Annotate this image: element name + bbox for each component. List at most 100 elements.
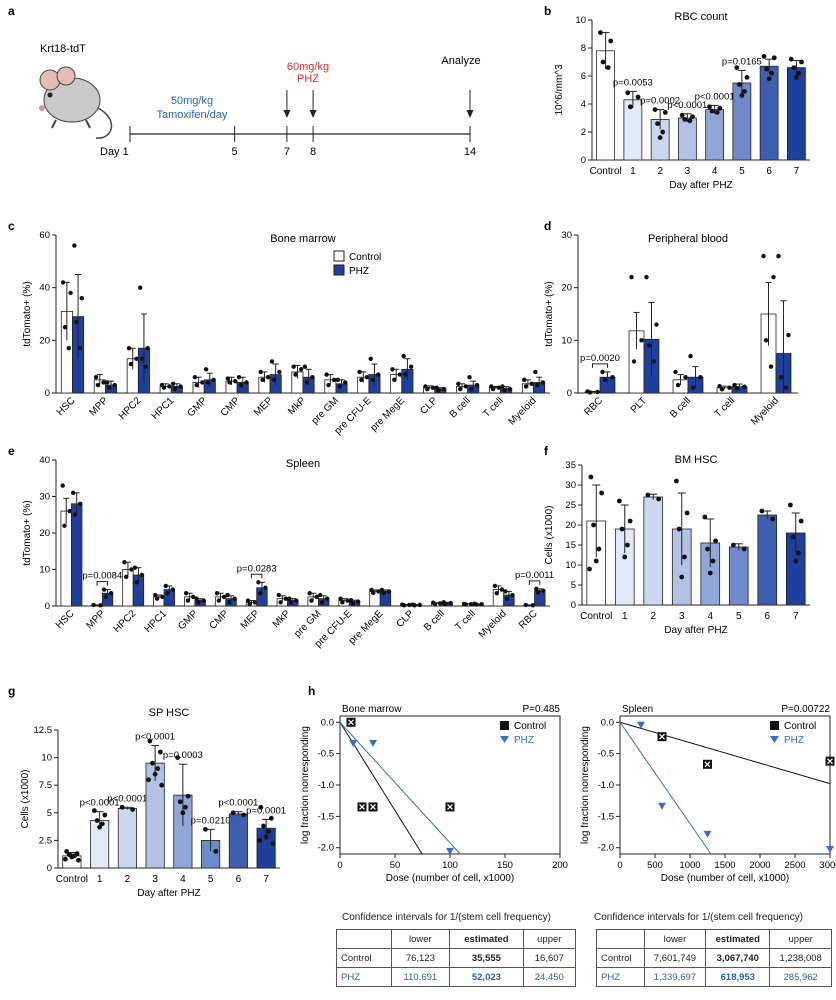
significance-bracket [592, 363, 608, 368]
ci-cell: Control [596, 948, 645, 968]
x-tick-label: MEP [239, 608, 262, 631]
data-point [523, 602, 529, 608]
x-tick-label: 2 [125, 874, 131, 885]
data-point [595, 389, 600, 395]
y-tick-label: 0 [567, 388, 572, 399]
data-point [443, 601, 448, 607]
x-tick-label: HPC2 [117, 395, 144, 422]
data-point [770, 516, 776, 522]
data-point [278, 600, 283, 605]
data-point [654, 322, 659, 327]
x-tick-label: 1 [622, 611, 628, 622]
data-point [529, 381, 534, 386]
p-value-label: p<0.0001 [667, 100, 707, 111]
data-point [335, 377, 340, 383]
data-point [796, 550, 801, 556]
data-point [390, 367, 395, 372]
data-point [492, 583, 498, 589]
x-tick-label: pre MegE [368, 395, 407, 434]
data-point [796, 70, 802, 76]
ci-table-spleen: lower estimated upper Control 7,601,749 … [596, 929, 832, 987]
data-point [97, 824, 103, 830]
y-tick-label: 40 [39, 283, 50, 294]
data-point [759, 508, 765, 514]
x-tick-label: CMP [207, 608, 231, 632]
data-point [245, 598, 251, 603]
x-tick-label: T cell [713, 395, 738, 420]
data-point [302, 364, 308, 369]
panel-label-g: g [8, 684, 15, 698]
p-value-label: p=0.0283 [237, 563, 277, 574]
data-point [276, 592, 282, 598]
data-point [146, 777, 151, 783]
data-point [102, 812, 108, 818]
data-point [68, 290, 73, 296]
legend-swatch [500, 736, 509, 743]
data-point [639, 338, 644, 343]
data-point [244, 380, 249, 385]
data-point [368, 356, 373, 361]
analyze-label: Analyze [441, 55, 480, 67]
data-point [635, 94, 641, 100]
p-value-label: p=0.0001 [246, 805, 286, 816]
data-point [258, 804, 264, 810]
data-point [742, 384, 747, 389]
data-point [502, 388, 507, 393]
data-point [646, 343, 652, 348]
significance-bracket [250, 573, 263, 579]
phz-marker [446, 847, 454, 855]
data-point [314, 594, 319, 600]
data-point [70, 490, 76, 496]
y-tick-label: 5 [571, 580, 576, 591]
control-marker-cross [447, 804, 453, 810]
y-tick-label: 15 [565, 540, 576, 551]
data-point [307, 591, 312, 596]
data-point [627, 518, 633, 524]
data-point [510, 592, 515, 598]
control-fit-line [619, 721, 831, 785]
y-axis-title: tdTomato+ (%) [544, 281, 555, 346]
data-point [167, 384, 172, 389]
data-point [192, 375, 198, 380]
data-point [177, 799, 183, 805]
y-tick-label: 5 [47, 808, 52, 819]
ci-cell: 1,238,008 [769, 948, 832, 968]
data-point [408, 364, 414, 369]
x-axis-title: Dose (number of cell, x1000) [661, 873, 789, 884]
x-tick-label: 7 [794, 166, 800, 177]
data-point [469, 386, 474, 392]
data-point [631, 359, 637, 364]
data-point [500, 384, 505, 389]
data-point [392, 377, 397, 383]
data-point [357, 369, 362, 375]
data-point [790, 534, 796, 540]
data-point [132, 565, 138, 570]
data-point [456, 381, 461, 386]
data-point [401, 603, 407, 608]
panel-label-e: e [8, 444, 15, 458]
y-tick-label: 0 [45, 601, 50, 612]
data-point [343, 380, 348, 385]
data-point [675, 382, 681, 388]
data-point [331, 377, 337, 383]
panel-f-bm-hsc: f BM HSC 0 5 10 15 20 25 30 35 Control 1 2 3 4 5 6 7 Day a… [544, 444, 810, 636]
data-point [355, 599, 361, 604]
y-tick-label: 6 [581, 71, 586, 82]
x-tick-label: 4 [180, 874, 186, 885]
data-point [541, 588, 546, 593]
data-point [62, 324, 68, 330]
y-tick-label: 20 [39, 528, 50, 539]
data-point [533, 369, 538, 375]
data-point [64, 849, 70, 854]
data-point [99, 821, 105, 827]
bar [757, 514, 778, 606]
x-tick-label: 7 [793, 611, 799, 622]
bar [643, 496, 664, 606]
data-point [504, 596, 510, 601]
data-point [319, 600, 325, 605]
data-point [710, 558, 716, 564]
data-point [474, 602, 479, 607]
x-tick-label: 3 [685, 166, 691, 177]
data-point [673, 478, 679, 484]
phz-label: PHZ [297, 73, 319, 85]
